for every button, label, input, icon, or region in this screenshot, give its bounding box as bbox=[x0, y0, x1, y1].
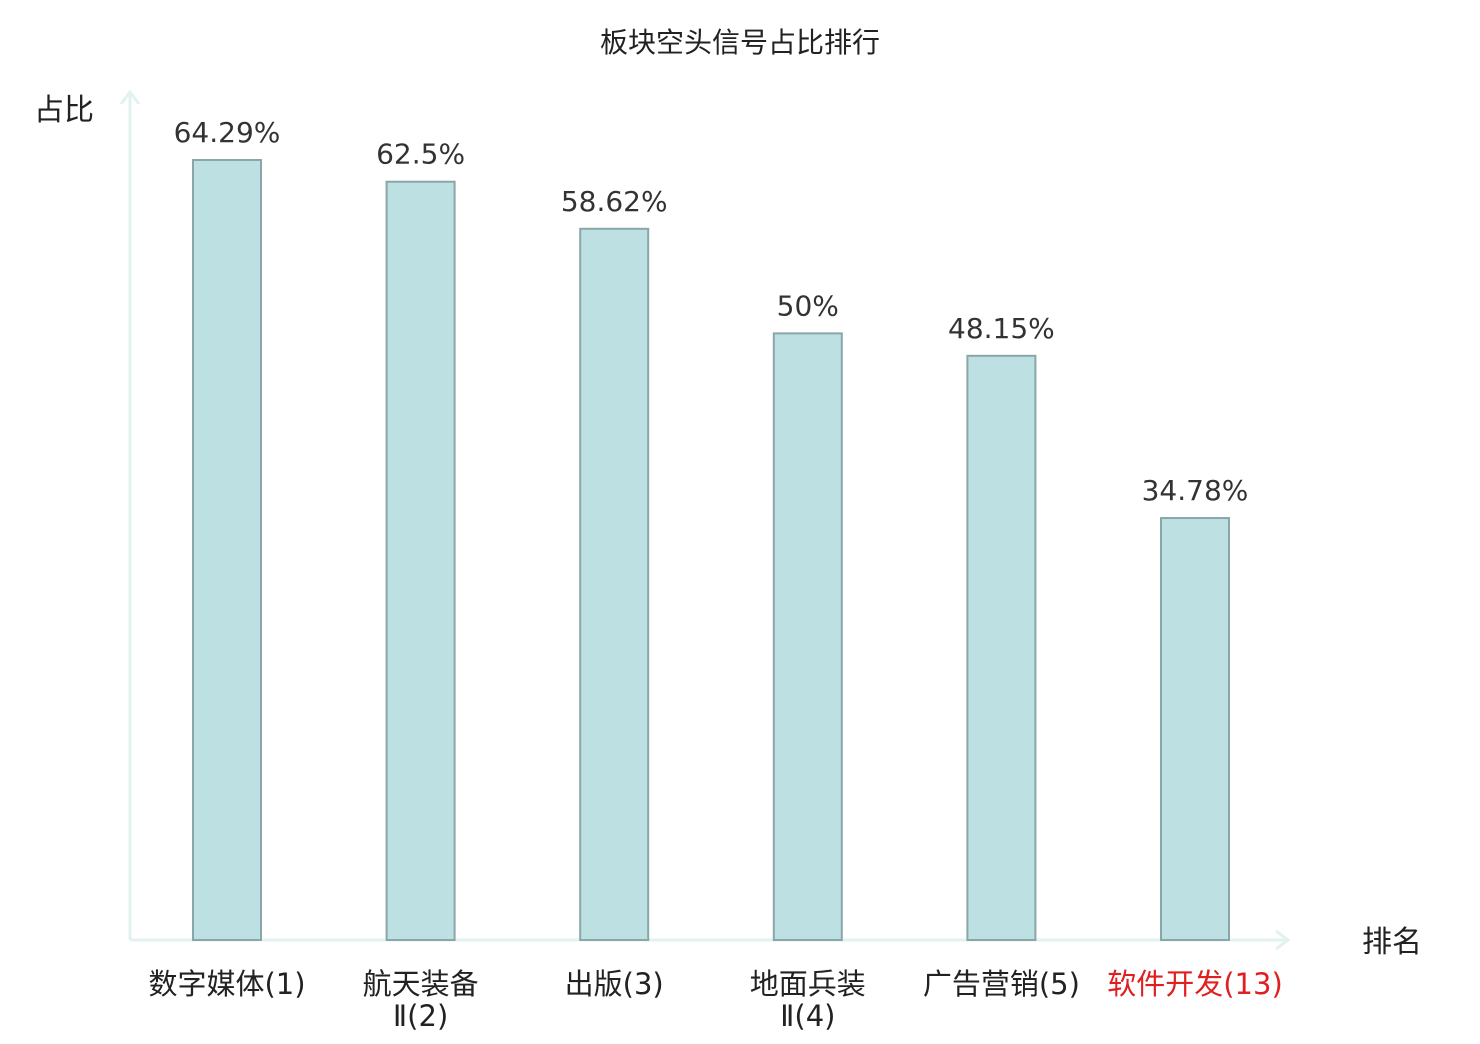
category-label: 广告营销(5) bbox=[923, 967, 1080, 1001]
y-axis-label: 占比 bbox=[34, 93, 94, 128]
category-label: 地面兵装 bbox=[750, 967, 866, 1001]
category-label: Ⅱ(4) bbox=[780, 999, 835, 1033]
y-axis-arrow bbox=[119, 89, 141, 105]
category-label: 航天装备 bbox=[363, 967, 479, 1001]
category-label: 数字媒体(1) bbox=[148, 967, 305, 1001]
bar bbox=[385, 180, 456, 941]
bar bbox=[579, 227, 650, 941]
bar bbox=[772, 332, 843, 941]
chart-title: 板块空头信号占比排行 bbox=[600, 26, 880, 59]
bar bbox=[1160, 517, 1230, 942]
category-label: 出版(3) bbox=[565, 967, 664, 1001]
category-label: 软件开发(13) bbox=[1107, 967, 1283, 1001]
value-label: 62.5% bbox=[376, 138, 465, 171]
bar bbox=[966, 354, 1037, 941]
bar bbox=[192, 159, 262, 941]
x-axis-arrow bbox=[1275, 929, 1291, 951]
bars bbox=[192, 159, 1230, 942]
value-label: 50% bbox=[777, 289, 839, 322]
value-label: 48.15% bbox=[948, 312, 1055, 345]
axes bbox=[119, 89, 1291, 951]
value-label: 58.62% bbox=[561, 185, 668, 218]
x-axis-label: 排名 bbox=[1362, 925, 1422, 960]
category-label: Ⅱ(2) bbox=[393, 999, 448, 1033]
value-label: 64.29% bbox=[174, 116, 281, 149]
value-label: 34.78% bbox=[1142, 474, 1249, 507]
value-labels: 64.29% 62.5% 58.62% 50% 48.15% 34.78% bbox=[174, 116, 1249, 507]
